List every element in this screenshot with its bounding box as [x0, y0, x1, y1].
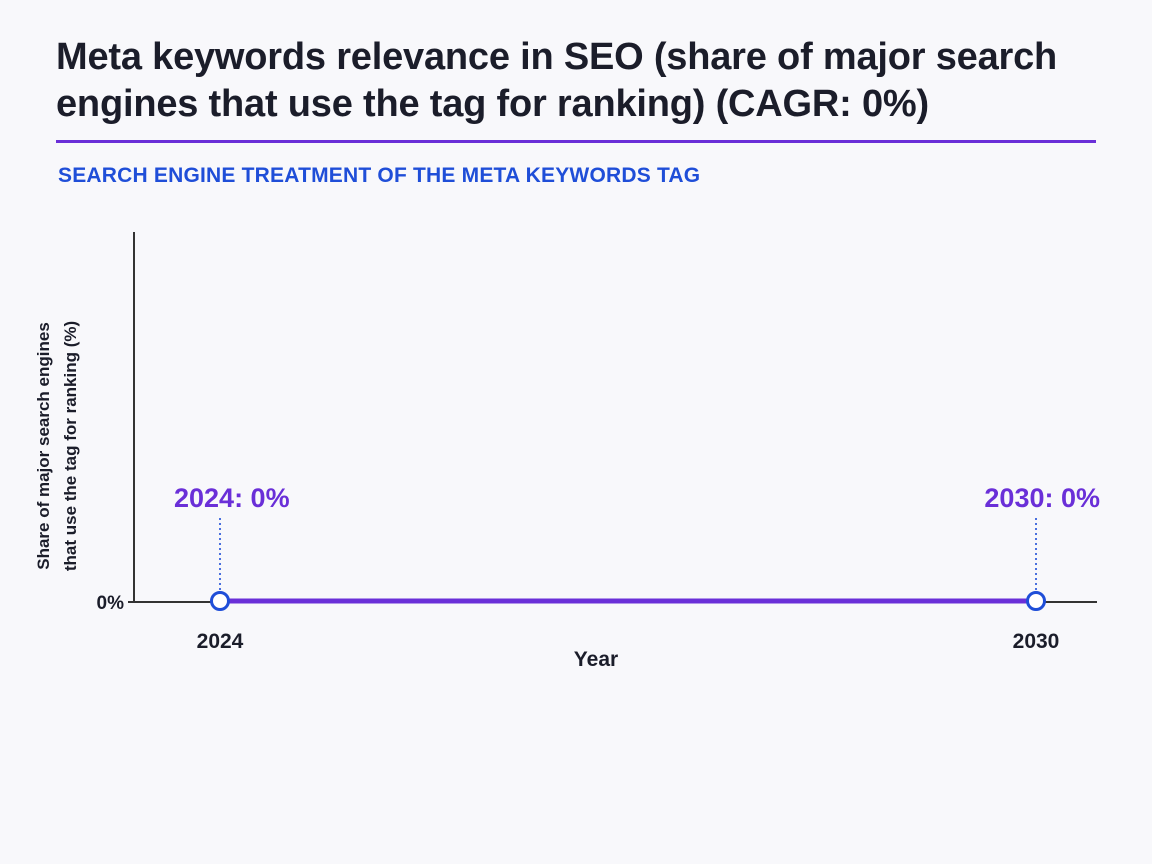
point-annotation-label: 2030: 0% [984, 483, 1100, 513]
data-point-marker [210, 591, 230, 611]
chart-title: Meta keywords relevance in SEO (share of… [56, 36, 1058, 125]
data-point-marker [1026, 591, 1046, 611]
y-tick-label: 0% [97, 593, 125, 614]
chart-marks: 2024: 0% 2024 2030: 0% 2030 [174, 483, 1100, 653]
x-tick-label: 2030 [1013, 630, 1060, 653]
chart-subtitle: SEARCH ENGINE TREATMENT OF THE META KEYW… [58, 164, 701, 187]
title-underline [56, 140, 1096, 143]
x-axis-title: Year [574, 648, 618, 671]
point-annotation-label: 2024: 0% [174, 483, 290, 513]
y-axis-label-line-1: Share of major search engines [34, 322, 53, 570]
x-tick-label: 2024 [197, 630, 244, 653]
y-axis-label-line-2: that use the tag for ranking (%) [61, 321, 80, 571]
